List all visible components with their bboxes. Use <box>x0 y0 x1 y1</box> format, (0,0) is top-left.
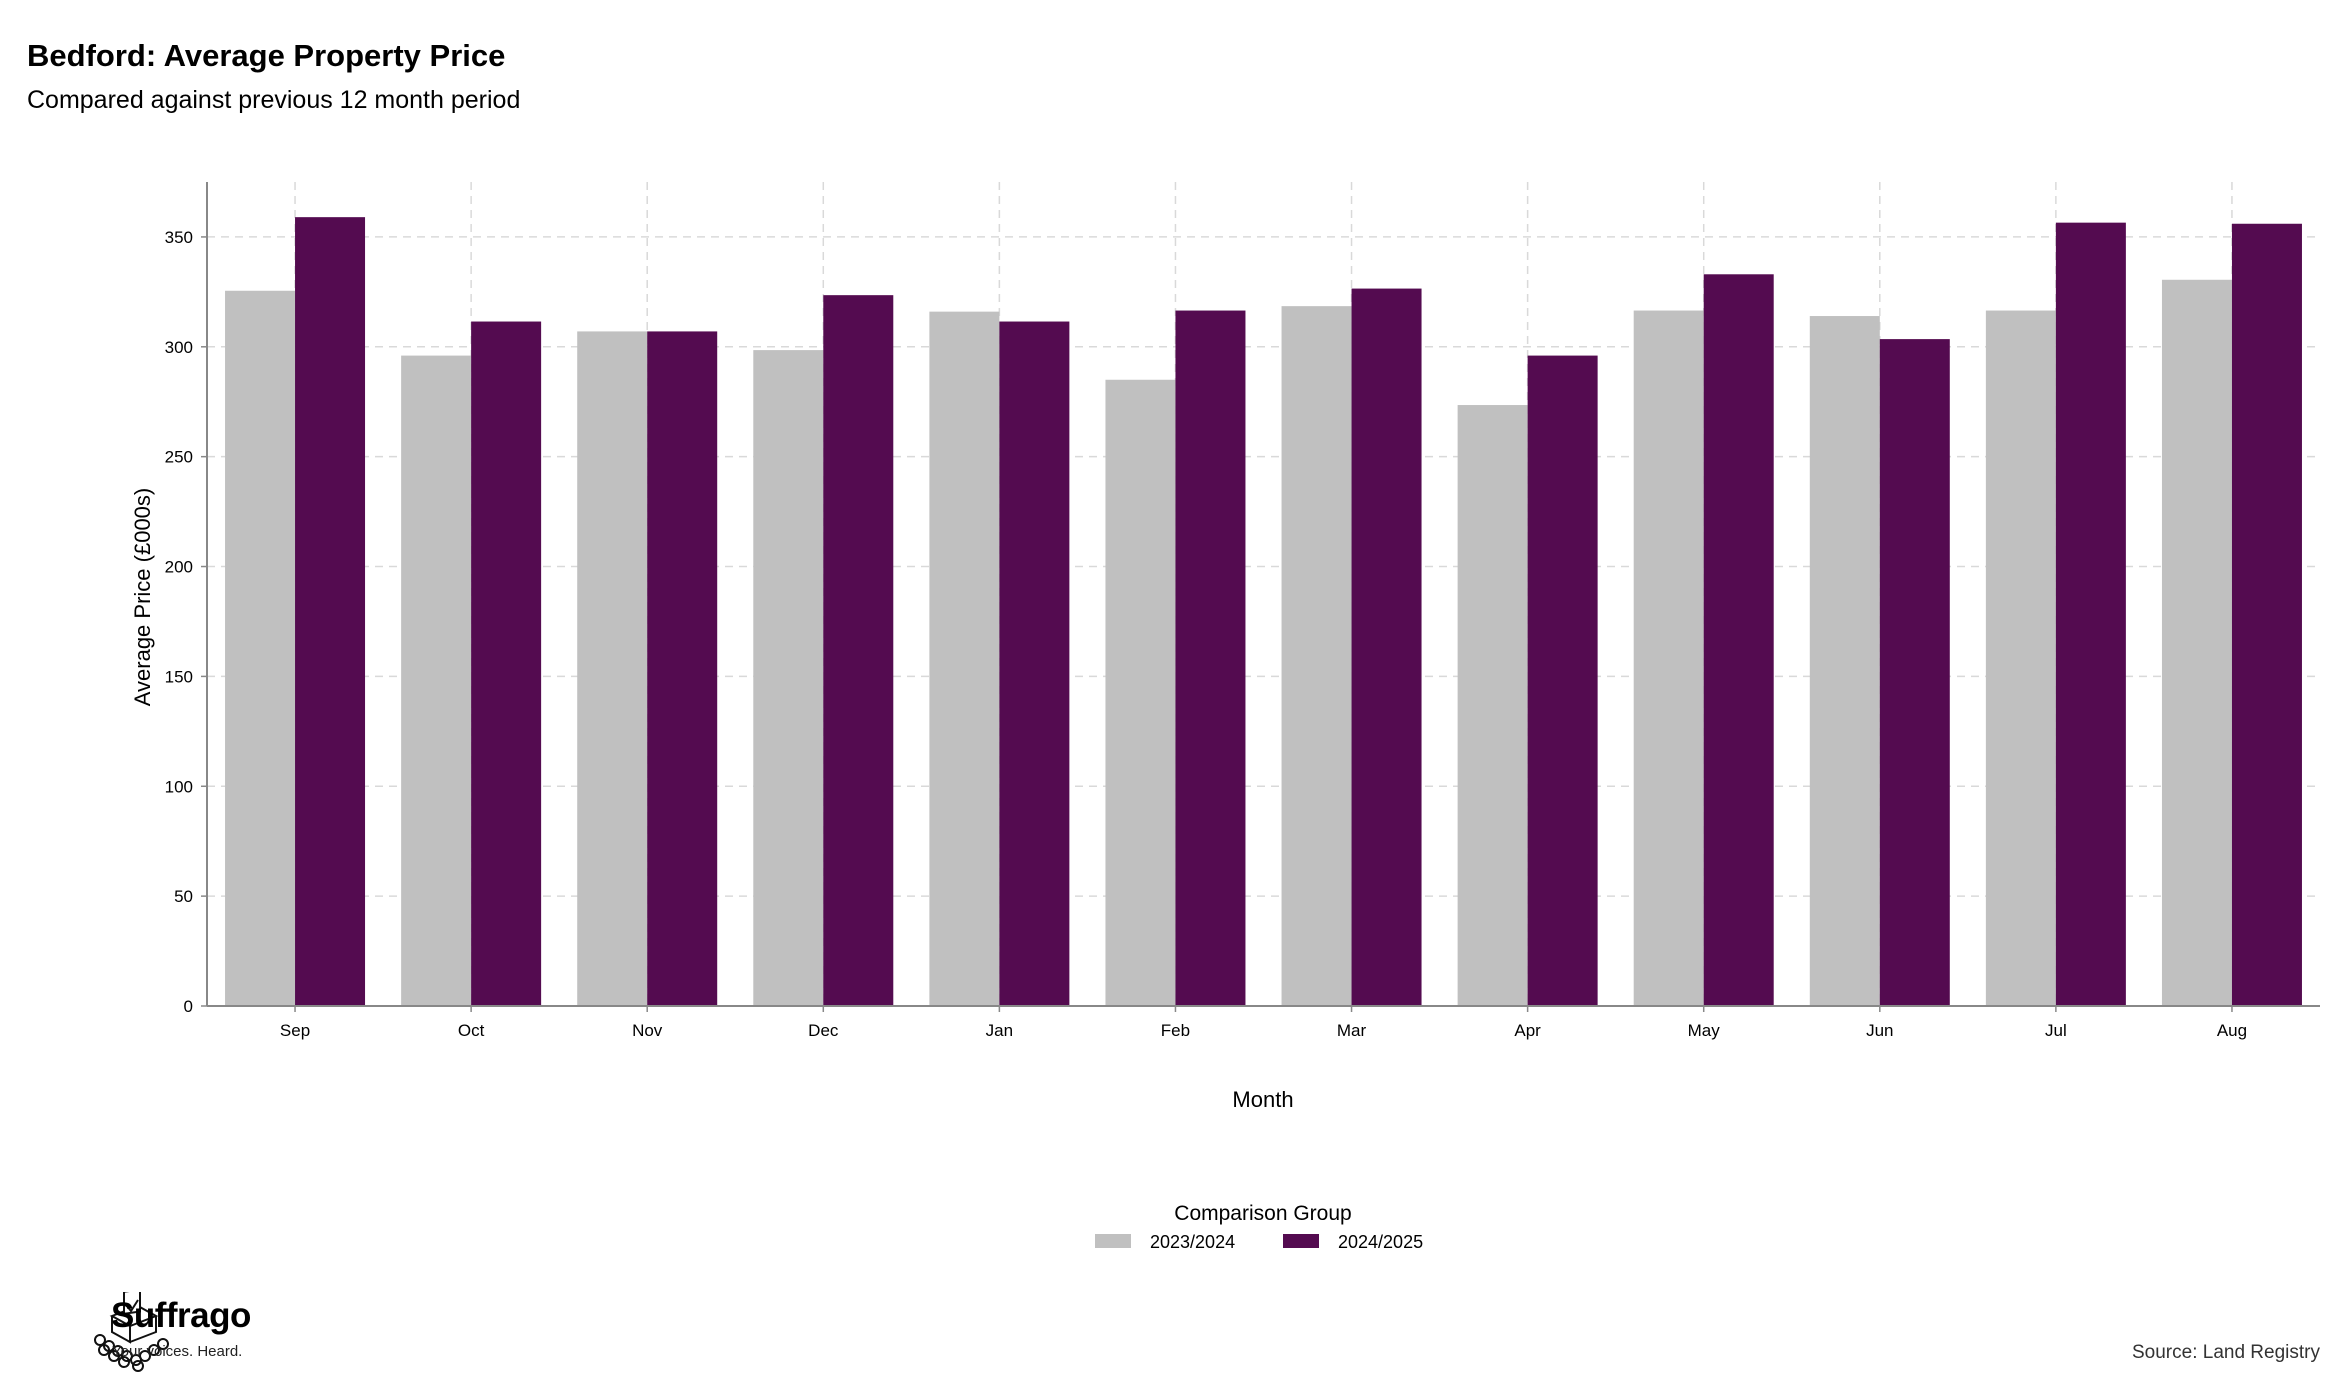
bar-2024-2025-dec <box>823 295 894 1006</box>
bar-2024-2025-jul <box>2055 222 2126 1007</box>
legend-title: Comparison Group <box>1174 1202 1351 1225</box>
x-tick-label: Jul <box>2045 1021 2067 1040</box>
bar-2024-2025-feb <box>1175 310 1246 1006</box>
x-axis-title: Month <box>1232 1087 1293 1112</box>
bar-2024-2025-apr <box>1527 355 1598 1006</box>
y-tick-label: 150 <box>165 667 193 686</box>
bar-2023-2024-may <box>1633 310 1704 1006</box>
x-tick-label: Feb <box>1161 1021 1190 1040</box>
x-tick-label: Aug <box>2217 1021 2247 1040</box>
bar-2024-2025-nov <box>647 331 718 1006</box>
x-tick-label: Nov <box>632 1021 663 1040</box>
bar-2023-2024-feb <box>1105 379 1176 1006</box>
legend: Comparison Group 2023/2024 2024/2025 <box>1095 1202 1423 1252</box>
bar-2023-2024-jul <box>1985 310 2056 1006</box>
y-tick-label: 250 <box>165 448 193 467</box>
x-tick-label: Dec <box>808 1021 839 1040</box>
x-tick-label: Apr <box>1514 1021 1541 1040</box>
bar-2024-2025-sep <box>295 217 366 1006</box>
y-tick-label: 100 <box>165 777 193 796</box>
x-tick-label: Sep <box>280 1021 310 1040</box>
legend-swatch <box>1095 1234 1131 1248</box>
bar-2024-2025-mar <box>1351 288 1422 1006</box>
brand-name: Suffrago <box>111 1296 251 1335</box>
bar-2023-2024-jan <box>929 311 1000 1006</box>
x-tick-label: May <box>1688 1021 1721 1040</box>
bar-2023-2024-nov <box>577 331 648 1006</box>
bar-2024-2025-jun <box>1879 339 1950 1006</box>
x-tick-label: Jun <box>1866 1021 1893 1040</box>
bars <box>225 217 2302 1007</box>
legend-swatch <box>1283 1234 1319 1248</box>
bar-2024-2025-jan <box>999 321 1070 1007</box>
brand-tagline: Your voices. Heard. <box>112 1343 243 1360</box>
ballot-box-with-crowd-icon <box>94 1292 169 1372</box>
bar-2023-2024-dec <box>753 350 824 1006</box>
bar-2023-2024-apr <box>1457 405 1528 1007</box>
y-tick-label: 350 <box>165 228 193 247</box>
bar-2023-2024-oct <box>401 355 472 1006</box>
bar-2023-2024-sep <box>225 290 296 1006</box>
bar-2024-2025-oct <box>471 321 542 1007</box>
bar-2023-2024-mar <box>1281 306 1352 1007</box>
source-note: Source: Land Registry <box>2132 1342 2320 1363</box>
x-tick-label: Mar <box>1337 1021 1367 1040</box>
legend-label: 2023/2024 <box>1150 1232 1235 1252</box>
bar-2024-2025-aug <box>2231 223 2302 1006</box>
y-axis-title: Average Price (£000s) <box>130 488 155 707</box>
legend-label: 2024/2025 <box>1338 1232 1423 1252</box>
bar-2024-2025-may <box>1703 274 1774 1007</box>
bar-2023-2024-jun <box>1809 316 1880 1006</box>
axes: 0 50 100 150 200 250 300 350 Sep Oct Nov Dec Jan Feb M… <box>165 182 2320 1040</box>
x-tick-label: Jan <box>986 1021 1013 1040</box>
y-tick-label: 0 <box>184 997 193 1016</box>
x-tick-label: Oct <box>458 1021 485 1040</box>
bar-2023-2024-aug <box>2161 279 2232 1006</box>
chart-title: Bedford: Average Property Price <box>27 38 506 73</box>
y-tick-label: 200 <box>165 558 193 577</box>
chart-subtitle: Compared against previous 12 month perio… <box>27 86 521 114</box>
y-tick-label: 300 <box>165 338 193 357</box>
y-tick-label: 50 <box>174 887 193 906</box>
